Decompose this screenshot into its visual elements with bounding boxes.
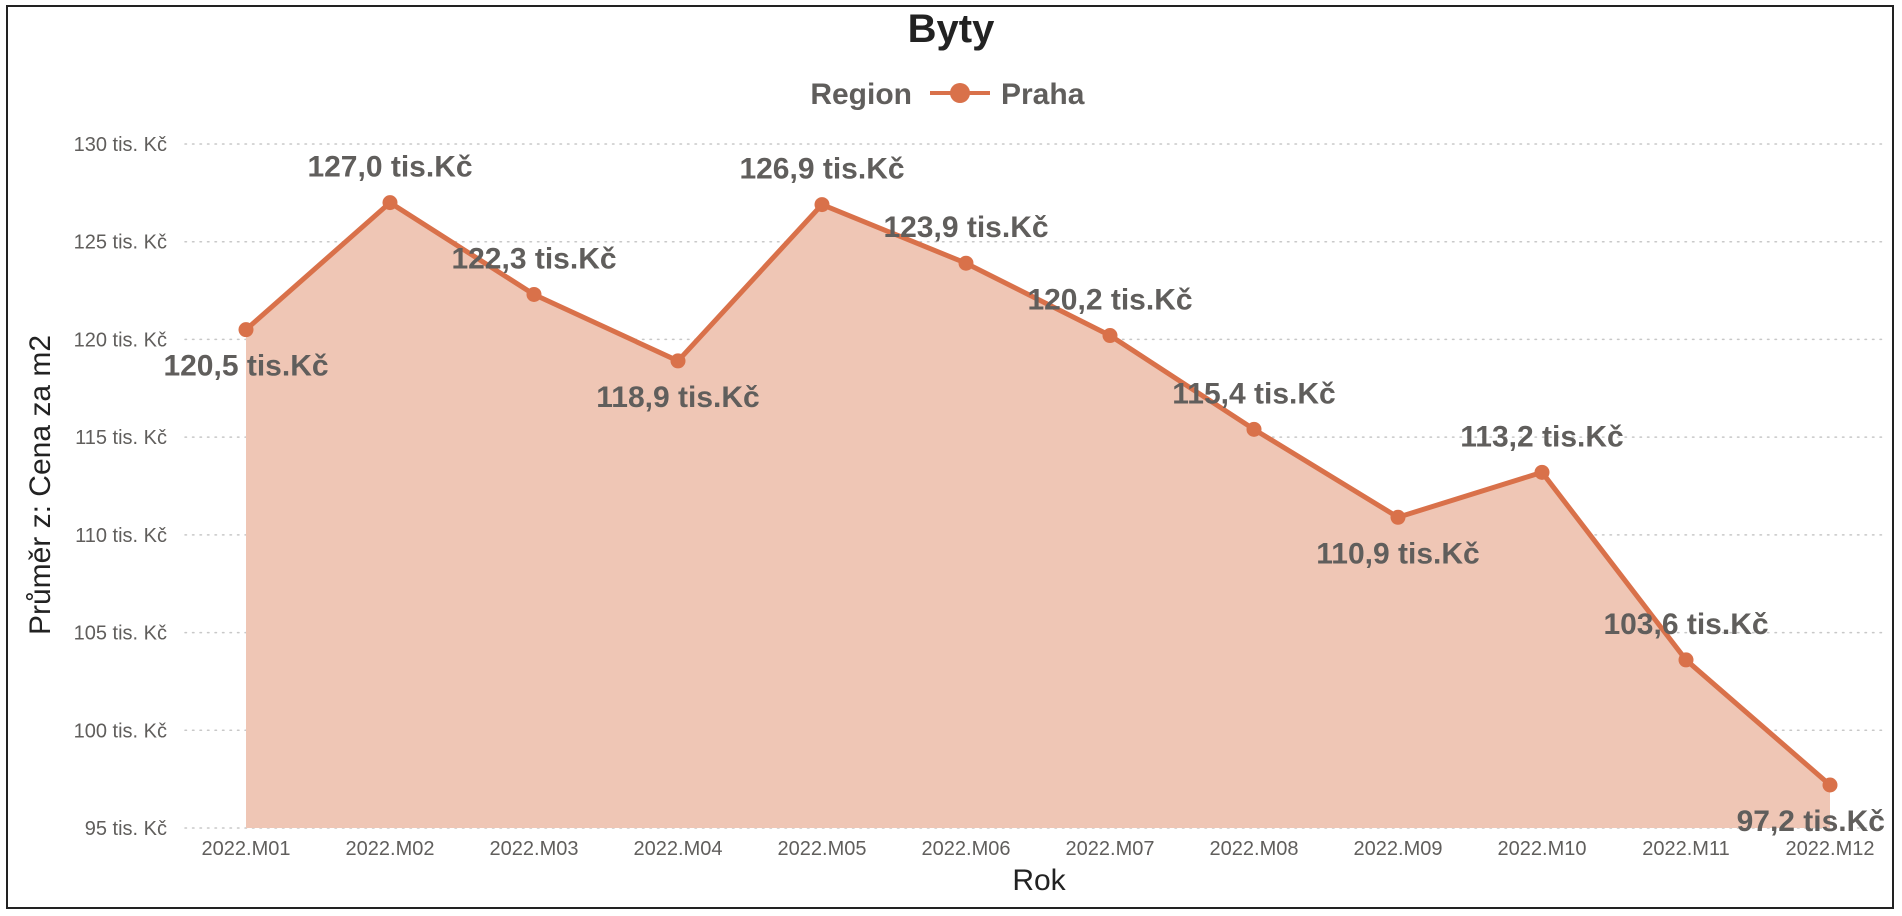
- x-tick-label: 2022.M08: [1210, 838, 1299, 860]
- series-markers: [238, 195, 1838, 793]
- y-tick-label: 105 tis. Kč: [74, 623, 167, 645]
- y-tick-label: 95 tis. Kč: [85, 818, 167, 840]
- legend: Region Praha: [810, 78, 1084, 111]
- x-tick-label: 2022.M04: [634, 838, 723, 860]
- data-point: [814, 197, 830, 213]
- data-label: 113,2 tis.Kč: [1460, 420, 1623, 453]
- data-point: [1390, 509, 1406, 525]
- chart-title: Byty: [908, 7, 995, 51]
- data-label: 120,5 tis.Kč: [163, 350, 328, 383]
- chart-frame: [6, 5, 1894, 909]
- y-tick-label: 110 tis. Kč: [75, 525, 167, 547]
- data-point: [526, 286, 542, 302]
- x-tick-label: 2022.M02: [346, 838, 435, 860]
- series-line: [243, 200, 1833, 788]
- x-tick-label: 2022.M11: [1642, 838, 1729, 860]
- data-label: 122,3 tis.Kč: [451, 242, 616, 275]
- data-label: 126,9 tis.Kč: [739, 153, 904, 186]
- legend-title: Region: [810, 78, 912, 111]
- x-axis-title: Rok: [1012, 864, 1066, 897]
- x-tick-label: 2022.M01: [202, 838, 291, 860]
- data-point: [958, 255, 974, 271]
- x-tick-label: 2022.M12: [1786, 838, 1875, 860]
- data-label: 118,9 tis.Kč: [596, 381, 759, 414]
- data-point: [1534, 464, 1550, 480]
- y-tick-label: 115 tis. Kč: [75, 427, 167, 449]
- data-label: 127,0 tis.Kč: [307, 151, 472, 184]
- x-tick-label: 2022.M09: [1354, 838, 1443, 860]
- data-label: 120,2 tis.Kč: [1027, 284, 1192, 317]
- y-tick-label: 120 tis. Kč: [74, 329, 167, 351]
- data-label: 97,2 tis.Kč: [1737, 805, 1885, 838]
- x-axis-ticks: 2022.M01 2022.M02 2022.M03 2022.M04 2022.M05…: [202, 838, 1875, 860]
- data-label: 103,6 tis.Kč: [1603, 608, 1768, 641]
- x-tick-label: 2022.M07: [1066, 838, 1155, 860]
- data-point: [670, 353, 686, 369]
- data-label: 115,4 tis.Kč: [1172, 377, 1335, 410]
- data-point: [1822, 777, 1838, 793]
- data-label: 123,9 tis.Kč: [883, 211, 1048, 244]
- x-tick-label: 2022.M06: [922, 838, 1011, 860]
- data-labels: 120,5 tis.Kč 127,0 tis.Kč 122,3 tis.Kč 118,…: [163, 151, 1885, 838]
- data-point: [238, 322, 254, 338]
- y-tick-label: 130 tis. Kč: [74, 134, 167, 156]
- data-label: 110,9 tis.Kč: [1316, 537, 1479, 570]
- legend-series-marker: [950, 83, 970, 103]
- data-point: [1678, 652, 1694, 668]
- data-point: [1102, 328, 1118, 344]
- y-tick-label: 100 tis. Kč: [74, 720, 167, 742]
- series-area: [246, 202, 1830, 829]
- x-tick-label: 2022.M10: [1498, 838, 1587, 860]
- line-path: [243, 200, 1833, 788]
- data-point: [1246, 421, 1262, 437]
- area-fill: [246, 202, 1830, 829]
- y-axis-ticks: 95 tis. Kč 100 tis. Kč 105 tis. Kč 110 tis.…: [74, 134, 167, 840]
- x-tick-label: 2022.M05: [778, 838, 867, 860]
- y-axis-title: Průměr z: Cena za m2: [24, 335, 57, 635]
- y-tick-label: 125 tis. Kč: [74, 232, 167, 254]
- legend-series-name: Praha: [1001, 78, 1085, 111]
- x-tick-label: 2022.M03: [490, 838, 579, 860]
- data-point: [382, 195, 398, 211]
